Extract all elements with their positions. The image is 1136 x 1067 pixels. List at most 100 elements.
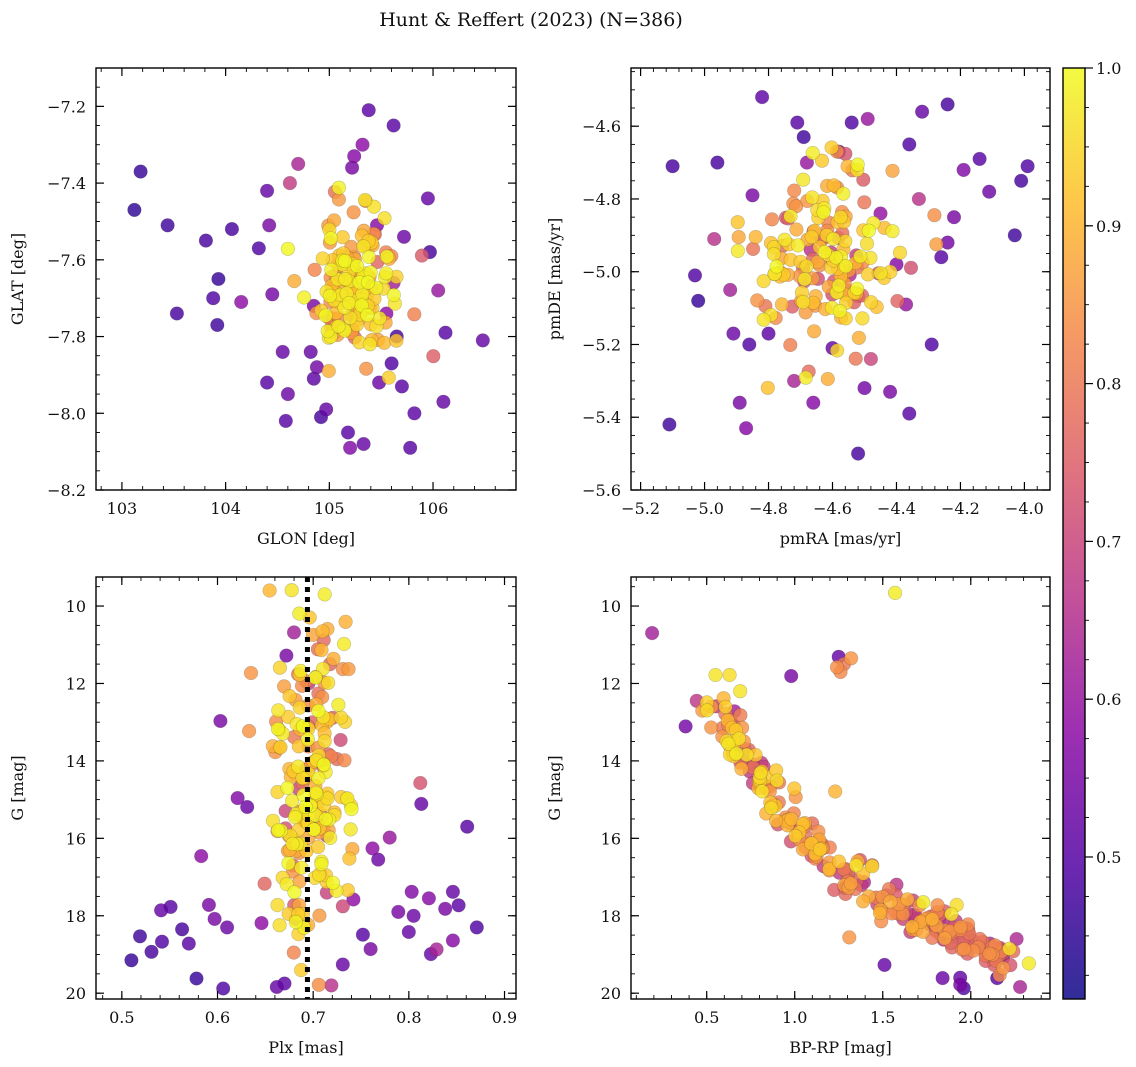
data-point [438, 901, 453, 916]
colorbar-tick-label: 1.0 [1096, 59, 1121, 78]
data-point [242, 723, 257, 739]
data-point [788, 828, 803, 844]
data-point [260, 375, 275, 390]
data-point [359, 361, 374, 376]
data-point [805, 190, 820, 205]
data-point [201, 897, 216, 913]
data-point [838, 259, 853, 274]
data-point [386, 287, 401, 303]
y-axis-label: pmDE [mas/yr] [545, 218, 564, 341]
data-point [843, 876, 859, 891]
data-point [872, 905, 888, 921]
x-tick-label: −5.0 [685, 499, 724, 518]
panel-proper-motion: −5.2 −5.0 −4.8 −4.6 −4.4 −4.2 −4.0 −5.6 −5.4 −5.2… [545, 67, 1051, 548]
y-tick-label: 18 [601, 907, 621, 926]
data-point [331, 180, 347, 195]
panel-galactic-position: 103 104 105 106 −8.2 −8.0 −7.8 −7.6 −7.4 −7.2 GLON… [8, 67, 517, 548]
data-point [291, 156, 306, 171]
y-axis-label: G [mag] [545, 755, 564, 820]
data-point [315, 661, 331, 676]
data-point [914, 104, 930, 119]
data-point [281, 856, 296, 871]
data-point [331, 697, 346, 712]
x-tick-label: 2.0 [958, 1008, 983, 1027]
data-point [280, 241, 296, 256]
data-point [853, 249, 868, 264]
data-point [721, 736, 736, 751]
data-point [806, 395, 821, 410]
data-point [323, 231, 339, 246]
scatter-points [662, 89, 1035, 461]
data-point [764, 212, 780, 227]
data-point [420, 191, 436, 206]
data-point [855, 311, 870, 326]
data-point [691, 293, 706, 308]
data-point [704, 720, 719, 735]
data-point [863, 351, 879, 367]
data-point [1021, 956, 1037, 971]
data-point [284, 583, 299, 598]
data-point [288, 914, 304, 930]
data-point [363, 941, 378, 957]
x-tick-label: −5.2 [621, 499, 660, 518]
data-point [396, 229, 412, 244]
data-point [189, 971, 204, 986]
colorbar-tick-label: 0.8 [1096, 375, 1121, 394]
data-point [731, 230, 746, 245]
data-point [935, 970, 950, 986]
data-point [154, 903, 169, 918]
data-point [216, 981, 231, 996]
data-point [254, 915, 269, 931]
data-point [877, 957, 892, 973]
data-point [346, 205, 361, 220]
data-point [124, 953, 139, 968]
data-point [892, 245, 908, 260]
data-point [831, 278, 847, 293]
data-point [814, 153, 830, 168]
data-point [723, 282, 738, 298]
data-point [303, 344, 318, 360]
data-point [806, 324, 822, 339]
data-point [340, 425, 356, 440]
data-point [930, 898, 945, 913]
data-point [789, 222, 804, 237]
data-point [381, 370, 396, 385]
y-tick-label: −7.2 [47, 97, 86, 116]
data-point [934, 250, 949, 265]
data-point [833, 210, 848, 225]
data-point [760, 380, 775, 395]
data-point [404, 884, 419, 899]
x-tick-label: 0.8 [396, 1008, 421, 1027]
data-point [733, 708, 748, 723]
scatter-points [127, 103, 490, 455]
data-point [307, 262, 322, 277]
data-point [273, 740, 288, 755]
data-point [279, 648, 294, 663]
data-point [832, 304, 847, 319]
data-point [292, 700, 307, 715]
data-point [956, 941, 972, 957]
data-point [929, 237, 944, 252]
data-point [336, 636, 352, 652]
data-point [286, 945, 301, 960]
data-point [280, 780, 295, 796]
data-point [798, 370, 813, 385]
data-point [322, 288, 338, 304]
data-point [321, 363, 336, 379]
data-point [335, 899, 350, 914]
data-point [769, 773, 785, 788]
x-tick-label: 1.0 [782, 1008, 807, 1027]
data-point [766, 247, 782, 262]
data-point [753, 765, 768, 780]
data-point [372, 311, 387, 326]
data-point [287, 274, 302, 289]
data-point [389, 333, 404, 348]
data-point [194, 848, 209, 864]
data-point [786, 373, 802, 389]
data-point [335, 230, 350, 245]
data-point [287, 885, 302, 900]
data-point [849, 858, 864, 873]
x-tick-label: 1.5 [870, 1008, 895, 1027]
y-tick-label: −7.8 [47, 328, 86, 347]
